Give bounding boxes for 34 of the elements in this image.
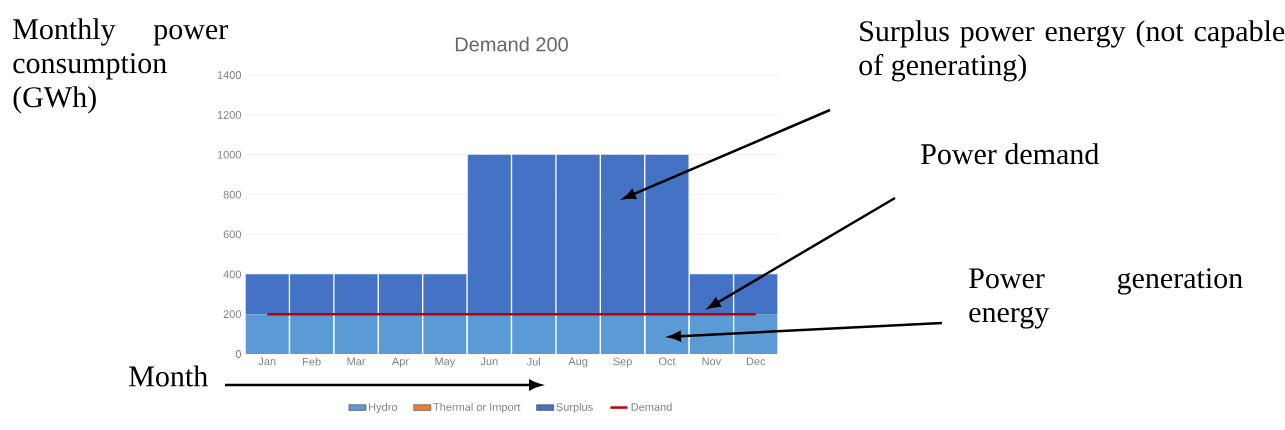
y-tick-label: 1000 [217, 150, 242, 159]
legend-label: Hydro [369, 402, 398, 414]
x-tick-label: Feb [303, 357, 321, 366]
legend-label: Demand [631, 402, 672, 411]
y-tick-label: 600 [223, 230, 242, 239]
x-tick-label: Jun [480, 357, 498, 366]
x-tick-label: Oct [658, 357, 676, 366]
x-tick-label: Dec [746, 357, 766, 366]
y-tick-label: 0 [235, 350, 242, 358]
x-tick-label: Apr [391, 357, 409, 368]
bar [512, 314, 556, 354]
x-tick-label: Nov [702, 357, 722, 366]
y-tick-label: 1200 [217, 110, 242, 119]
y-tick-label: 400 [223, 270, 242, 279]
bar [645, 314, 689, 354]
x-axis-title: Month [129, 365, 208, 387]
x-tick-label: Aug [568, 357, 588, 368]
y-tick-label: 800 [223, 190, 242, 199]
bar [245, 314, 289, 354]
text: Power generation energy [969, 268, 1243, 329]
chart-title: Demand 200 [455, 36, 568, 52]
text: Surplus power energy (not capable of generating) [859, 20, 1285, 82]
x-tick-label: Jul [526, 357, 541, 366]
legend-label: Surplus [556, 402, 593, 414]
x-tick-label: May [435, 357, 456, 368]
bar [467, 314, 511, 354]
x-tick-label: Mar [347, 357, 366, 366]
y-tick-label: 200 [223, 310, 242, 319]
x-tick-label: Jan [258, 357, 276, 366]
bar [290, 314, 334, 354]
text: Power demand [921, 143, 1099, 165]
legend-label: Thermal or Import [433, 402, 521, 414]
y-tick-label: 1400 [217, 71, 242, 79]
x-tick-label: Sep [613, 357, 632, 368]
